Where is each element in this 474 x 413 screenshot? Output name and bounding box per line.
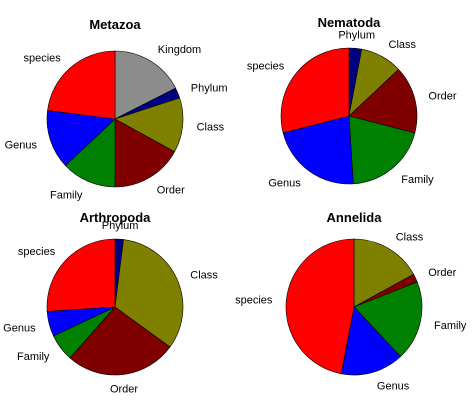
pie-slice-family [348, 115, 416, 185]
pie-slice-family [353, 281, 423, 357]
pie-slice-label: Family [17, 351, 50, 363]
pie-slice-label: Class [389, 39, 417, 51]
pie-slice-genus [46, 110, 116, 166]
pie-title: Arthropoda [80, 210, 152, 225]
pie-slice-label: species [235, 294, 273, 306]
pie-slice-genus [340, 306, 401, 376]
pie-slice-label: Class [396, 231, 424, 243]
pie-slice-label: Class [197, 122, 225, 134]
pie-slice-label: species [24, 53, 62, 65]
pie-slice-label: Genus [377, 381, 410, 393]
pie-slice-label: Order [110, 384, 138, 396]
pie-slice-class [114, 239, 184, 348]
pie-panel-3: Annelida Class Order Family Genus species [235, 210, 467, 393]
pie-slice-label: Genus [268, 177, 301, 189]
pie-slice-label: Genus [5, 139, 38, 151]
pie-slice-label: Phylum [338, 29, 375, 41]
pie-slice-class [114, 97, 184, 153]
pie-slice-label: Kingdom [158, 44, 201, 56]
pie-slice-label: Phylum [191, 83, 228, 95]
pie-slice-genus [282, 115, 354, 185]
pie-slice-label: Class [190, 269, 218, 281]
pie-slice-label: Phylum [102, 220, 139, 232]
pie-slice-kingdom [114, 50, 176, 120]
pie-slice-species [46, 238, 116, 312]
pie-panel-0: Metazoa Kingdom Phylum Class Order Family Genu… [5, 17, 228, 201]
pie-slice-species [280, 47, 350, 134]
pie-slice-order [69, 306, 171, 376]
pie-slice-species [285, 238, 355, 375]
pie-slice-order [348, 69, 418, 134]
pie-title: Annelida [327, 210, 383, 225]
pie-slice-label: Family [401, 174, 434, 186]
pie-slice-label: Genus [3, 322, 36, 334]
pie-slice-class [353, 238, 414, 308]
pie-title: Metazoa [89, 17, 141, 32]
pie-slice-label: species [247, 61, 285, 73]
pie-slice-label: species [18, 246, 56, 258]
pie-slice-label: Family [50, 189, 83, 201]
pie-slice-family [65, 118, 116, 188]
pie-title: Nematoda [318, 15, 382, 30]
pie-slice-label: Family [434, 320, 467, 332]
pie-slice-order [114, 118, 175, 188]
pie-slice-label: Order [428, 267, 456, 279]
pie-slice-label: Order [157, 185, 185, 197]
pie-slice-species [47, 50, 116, 120]
pie-slice-label: Order [428, 91, 456, 103]
